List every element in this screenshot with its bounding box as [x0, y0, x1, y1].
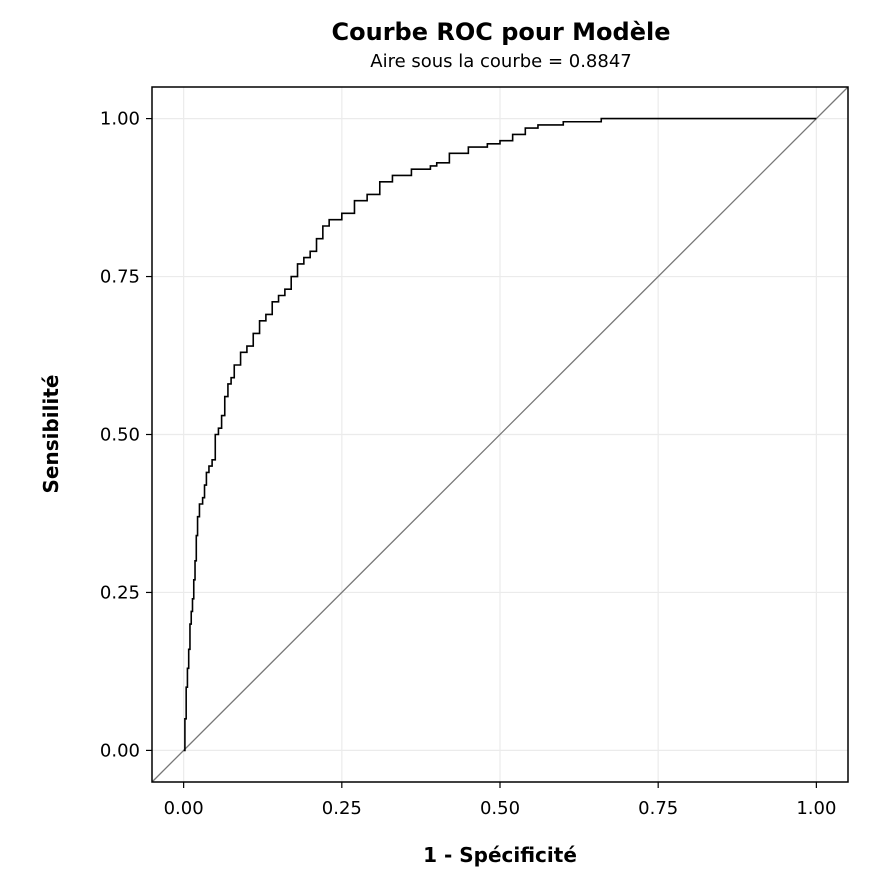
x-tick-label: 0.75: [638, 798, 678, 819]
x-tick-label: 0.25: [322, 798, 362, 819]
x-tick-label: 0.00: [164, 798, 204, 819]
roc-curve: [183, 117, 817, 752]
y-axis-label: Sensibilité: [39, 375, 63, 494]
chart-title: Courbe ROC pour Modèle: [332, 18, 671, 46]
y-tick-label: 0.75: [100, 267, 140, 288]
y-axis-ticks: 0.00 0.25 0.50 0.75 1.00: [100, 109, 152, 761]
series-layer: [151, 86, 849, 783]
x-axis-label: 1 - Spécificité: [423, 843, 577, 867]
x-axis-ticks: 0.00 0.25 0.50 0.75 1.00: [164, 782, 836, 819]
y-tick-label: 0.50: [100, 425, 140, 446]
y-tick-label: 0.25: [100, 582, 140, 603]
diagonal-reference-line: [151, 86, 849, 783]
y-tick-label: 1.00: [100, 109, 140, 130]
x-tick-label: 1.00: [796, 798, 836, 819]
chart-subtitle: Aire sous la courbe = 0.8847: [370, 51, 632, 72]
y-tick-label: 0.00: [100, 740, 140, 761]
x-tick-label: 0.50: [480, 798, 520, 819]
